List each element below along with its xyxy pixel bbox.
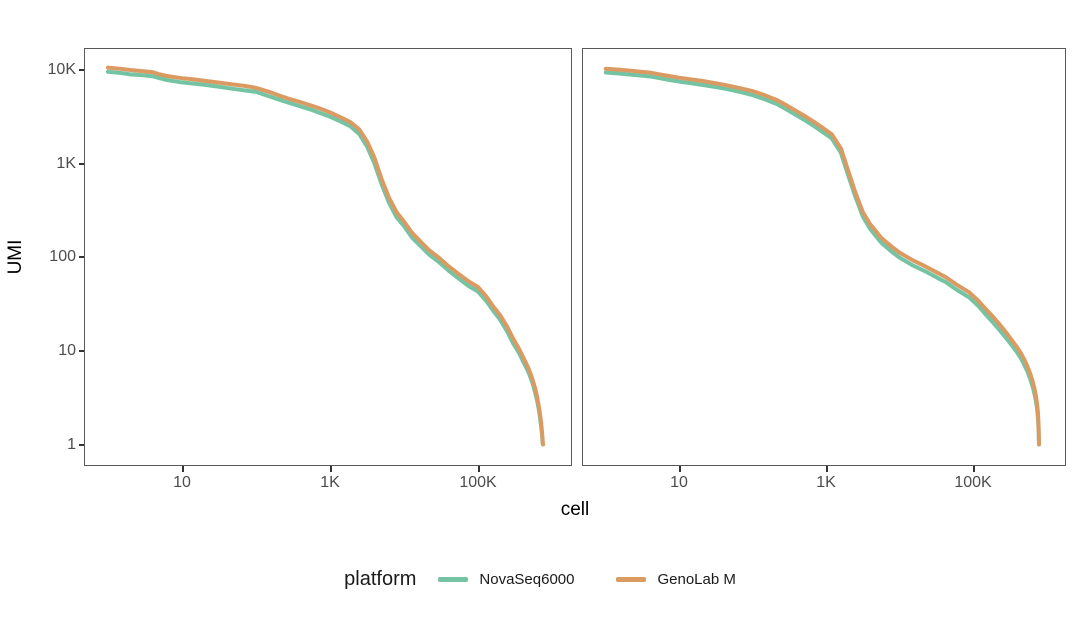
series-line-genolab-m bbox=[606, 69, 1039, 445]
x-tick-mark bbox=[182, 466, 184, 472]
x-tick-label-1k: 1K bbox=[816, 474, 836, 491]
y-tick-mark bbox=[79, 69, 85, 71]
legend-label-novaseq6000: NovaSeq6000 bbox=[479, 571, 575, 588]
y-tick-label-100: 100 bbox=[49, 248, 76, 265]
knee-curve-canvas-left bbox=[85, 49, 571, 465]
legend-item-genolab-m: GenoLab M bbox=[616, 571, 736, 588]
x-tick-mark bbox=[330, 466, 332, 472]
y-tick-mark bbox=[79, 256, 85, 258]
y-tick-mark bbox=[79, 444, 85, 446]
legend-label-genolab-m: GenoLab M bbox=[657, 571, 736, 588]
x-tick-mark bbox=[478, 466, 480, 472]
x-tick-label-100k: 100K bbox=[954, 474, 992, 491]
legend: platform NovaSeq6000 GenoLab M bbox=[0, 568, 1080, 591]
legend-title: platform bbox=[344, 568, 417, 590]
novaseq6000-line-swatch bbox=[438, 577, 469, 582]
y-tick-mark bbox=[79, 350, 85, 352]
x-tick-mark bbox=[973, 466, 975, 472]
facet-panel-right bbox=[582, 48, 1066, 466]
knee-curve-canvas-right bbox=[583, 49, 1065, 465]
facet-panel-left bbox=[84, 48, 572, 466]
y-tick-mark bbox=[79, 163, 85, 165]
x-tick-mark bbox=[679, 466, 681, 472]
genolab-m-line-swatch bbox=[616, 577, 647, 582]
series-line-genolab-m bbox=[108, 68, 543, 445]
x-tick-label-10: 10 bbox=[173, 474, 191, 491]
y-tick-label-1: 1 bbox=[67, 436, 76, 453]
x-tick-mark bbox=[826, 466, 828, 472]
y-tick-label-10k: 10K bbox=[47, 61, 76, 78]
y-tick-label-10: 10 bbox=[58, 342, 76, 359]
x-axis-title: cell bbox=[560, 499, 590, 520]
x-tick-label-10: 10 bbox=[670, 474, 688, 491]
x-tick-label-1k: 1K bbox=[320, 474, 340, 491]
y-tick-label-1k: 1K bbox=[56, 155, 76, 172]
legend-item-novaseq6000: NovaSeq6000 bbox=[438, 571, 574, 588]
series-line-novaseq6000 bbox=[108, 72, 543, 445]
x-tick-label-100k: 100K bbox=[459, 474, 497, 491]
